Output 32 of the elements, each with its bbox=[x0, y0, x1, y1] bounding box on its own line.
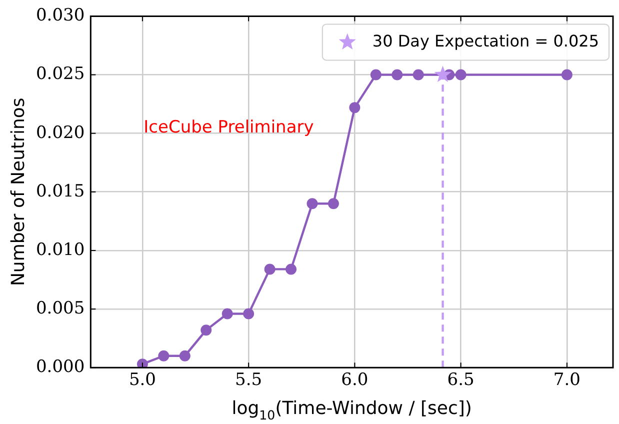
y-tick-label: 0.005 bbox=[36, 298, 85, 318]
point bbox=[455, 69, 466, 80]
annotation: IceCube Preliminary bbox=[144, 118, 314, 138]
y-tick-label: 0.030 bbox=[36, 6, 85, 26]
x-tick-label: 6.5 bbox=[447, 370, 474, 390]
point bbox=[349, 102, 360, 114]
point bbox=[392, 69, 403, 80]
point bbox=[286, 264, 297, 275]
legend-label: 30 Day Expectation = 0.025 bbox=[372, 31, 599, 50]
y-tick-label: 0.010 bbox=[36, 240, 85, 260]
point bbox=[306, 198, 318, 210]
y-tick-label: 0.020 bbox=[36, 122, 85, 143]
point bbox=[434, 66, 452, 82]
point bbox=[561, 69, 572, 80]
point bbox=[158, 350, 170, 362]
y-tick-label: 0.025 bbox=[36, 64, 85, 84]
point bbox=[179, 350, 190, 362]
x-tick-label: 7.0 bbox=[553, 370, 580, 390]
x-tick-label: 5.5 bbox=[235, 370, 262, 390]
point bbox=[328, 198, 339, 210]
y-axis-title: Number of Neutrinos bbox=[8, 98, 29, 286]
point bbox=[243, 308, 254, 320]
x-tick-label: 5.0 bbox=[128, 370, 156, 390]
y-tick-label: 0.015 bbox=[36, 181, 85, 202]
x-tick-label: 6.0 bbox=[341, 370, 368, 390]
point bbox=[370, 69, 382, 80]
y-tick-label: 0.000 bbox=[36, 357, 85, 378]
point bbox=[136, 358, 148, 368]
point bbox=[222, 308, 233, 320]
point bbox=[200, 324, 212, 336]
point bbox=[412, 69, 424, 80]
point bbox=[264, 264, 276, 275]
